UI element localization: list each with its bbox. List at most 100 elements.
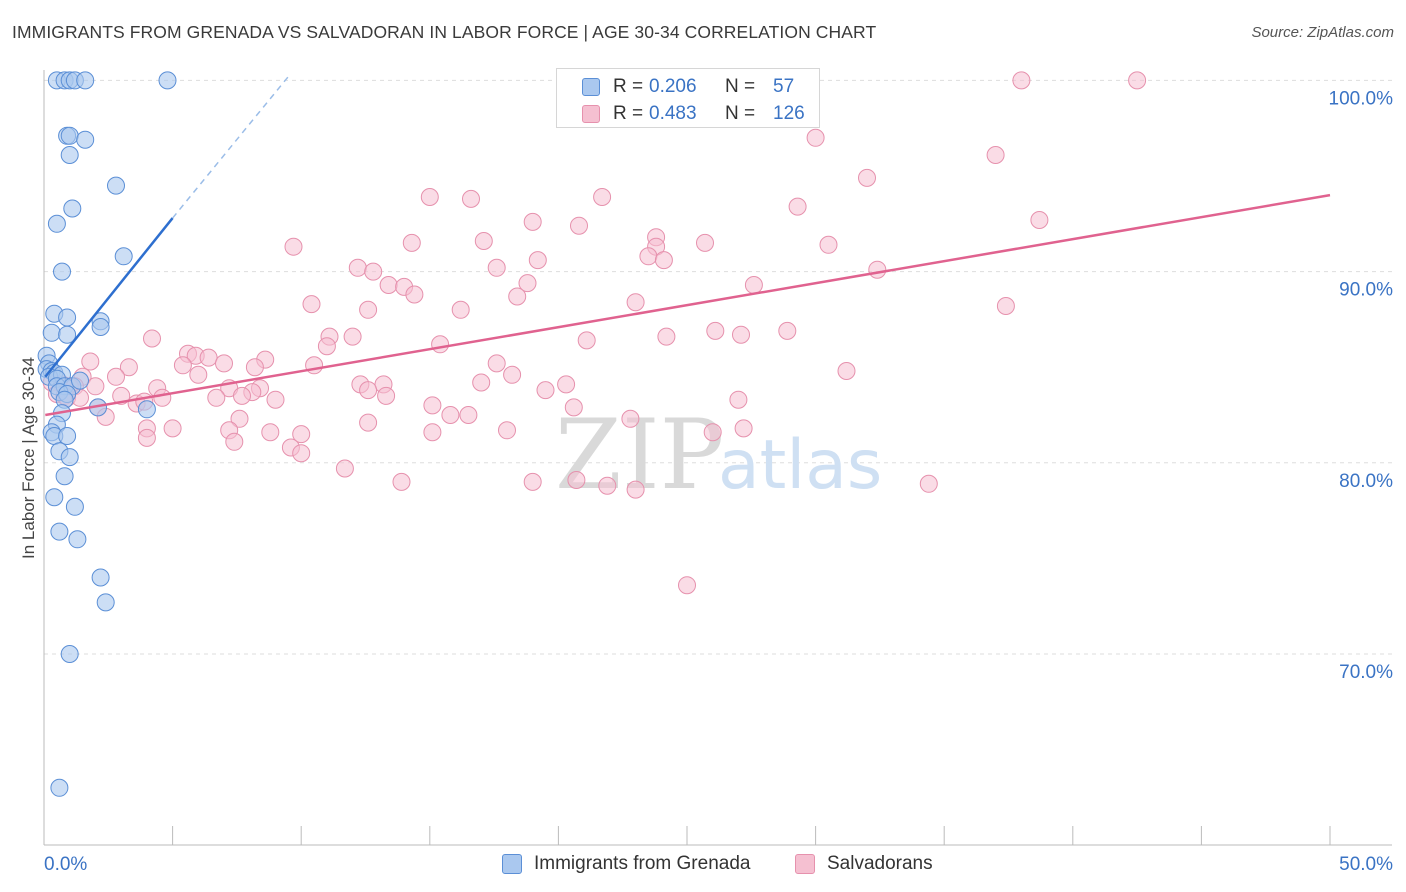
grenada-point <box>107 176 125 195</box>
salvadoran-point <box>868 260 887 279</box>
grenada-point <box>91 568 110 587</box>
axes <box>43 70 1392 846</box>
salvadoran-point <box>523 212 542 231</box>
salvadoran-point <box>207 388 226 407</box>
salvadoran-point <box>626 480 645 499</box>
salvadoran-point <box>734 419 753 438</box>
salvadoran-point <box>1030 211 1049 229</box>
salvadoran-point <box>564 398 583 417</box>
grenada-point <box>50 522 69 541</box>
r-value-salvadorans: 0.483 <box>649 103 697 124</box>
grenada-point <box>60 645 79 663</box>
salvadoran-point <box>487 258 506 277</box>
salvadorans-trendline <box>45 193 1331 417</box>
salvadoran-point <box>420 188 439 206</box>
salvadoran-point <box>173 356 192 375</box>
salvadoran-point <box>518 274 537 293</box>
salvadoran-point <box>81 352 100 371</box>
legend-swatch-pink <box>582 105 600 123</box>
y-axis-title: In Labor Force | Age 30-34 <box>19 357 38 559</box>
legend-swatch-pink <box>795 854 815 874</box>
axis-labels: 70.0% 80.0% 90.0% 100.0% 0.0% 50.0% In Labor F… <box>19 88 1393 875</box>
salvadoran-point <box>536 381 555 400</box>
salvadoran-point <box>462 189 480 208</box>
y-tick-label: 70.0% <box>1339 662 1393 683</box>
salvadoran-point <box>858 168 876 187</box>
grenada-point <box>65 497 84 516</box>
gridlines <box>44 79 1392 655</box>
salvadoran-point <box>266 390 285 409</box>
salvadoran-point <box>451 300 470 319</box>
salvadoran-point <box>678 576 696 595</box>
grenada-point <box>60 146 79 164</box>
salvadoran-point <box>379 276 398 294</box>
salvadoran-point <box>233 386 251 405</box>
salvadoran-point <box>163 419 182 438</box>
salvadoran-point <box>335 459 354 478</box>
grenada-point <box>60 448 79 467</box>
salvadoran-point <box>392 472 411 491</box>
grenada-point <box>58 308 77 327</box>
salvadoran-point <box>819 235 838 254</box>
salvadoran-point <box>778 321 797 340</box>
chart-title: IMMIGRANTS FROM GRENADA VS SALVADORAN IN… <box>12 22 877 42</box>
y-tick-label: 90.0% <box>1339 280 1393 301</box>
salvadoran-point <box>788 197 807 216</box>
salvadoran-point <box>593 188 612 206</box>
salvadoran-point <box>359 300 378 319</box>
salvadoran-point <box>189 365 208 384</box>
salvadorans-points <box>42 71 1147 595</box>
source-credit: Source: ZipAtlas.com <box>1251 24 1394 41</box>
salvadoran-point <box>261 423 280 442</box>
salvadoran-point <box>292 425 311 444</box>
salvadoran-point <box>706 321 725 340</box>
salvadoran-point <box>732 325 750 344</box>
grenada-point <box>60 126 79 145</box>
x-tick-label-min: 0.0% <box>44 854 87 875</box>
grenada-points <box>37 71 177 797</box>
salvadoran-point <box>119 358 138 377</box>
salvadoran-point <box>639 247 658 266</box>
grenada-point <box>55 467 74 486</box>
salvadoran-point <box>696 233 714 252</box>
salvadoran-point <box>557 375 576 394</box>
salvadoran-point <box>986 146 1005 164</box>
salvadoran-point <box>359 381 378 400</box>
grenada-point <box>63 199 82 218</box>
legend-item-grenada: Immigrants from Grenada <box>502 850 750 878</box>
salvadoran-point <box>657 327 676 346</box>
salvadoran-point <box>86 377 105 396</box>
grenada-point <box>76 71 95 90</box>
salvadoran-point <box>343 327 362 346</box>
salvadoran-point <box>284 237 303 256</box>
salvadoran-point <box>503 365 522 384</box>
grenada-point <box>68 530 87 549</box>
salvadoran-point <box>364 262 383 281</box>
r-label: R = <box>613 76 644 97</box>
salvadoran-point <box>423 423 442 442</box>
salvadoran-point <box>919 474 938 493</box>
watermark: ZIP atlas <box>555 399 882 511</box>
grenada-point <box>71 371 89 390</box>
salvadoran-point <box>359 413 378 432</box>
salvadoran-point <box>996 297 1015 315</box>
grenada-point <box>96 593 115 612</box>
grenada-point <box>114 247 133 266</box>
grenada-point <box>45 488 64 507</box>
y-tick-label: 100.0% <box>1329 88 1394 109</box>
salvadoran-point <box>215 354 233 373</box>
salvadoran-point <box>245 358 264 377</box>
grenada-trendline <box>44 217 174 378</box>
y-tick-label: 80.0% <box>1339 471 1393 492</box>
n-label: N = <box>725 76 756 97</box>
grenada-point <box>91 318 110 336</box>
series-legend: Immigrants from Grenada Salvadorans <box>0 850 1406 878</box>
salvadoran-point <box>508 287 527 306</box>
salvadoran-point <box>292 444 311 463</box>
salvadoran-point <box>377 386 396 405</box>
salvadoran-point <box>487 354 506 373</box>
salvadoran-point <box>744 276 763 294</box>
grenada-point <box>58 325 77 344</box>
salvadoran-point <box>317 337 336 356</box>
